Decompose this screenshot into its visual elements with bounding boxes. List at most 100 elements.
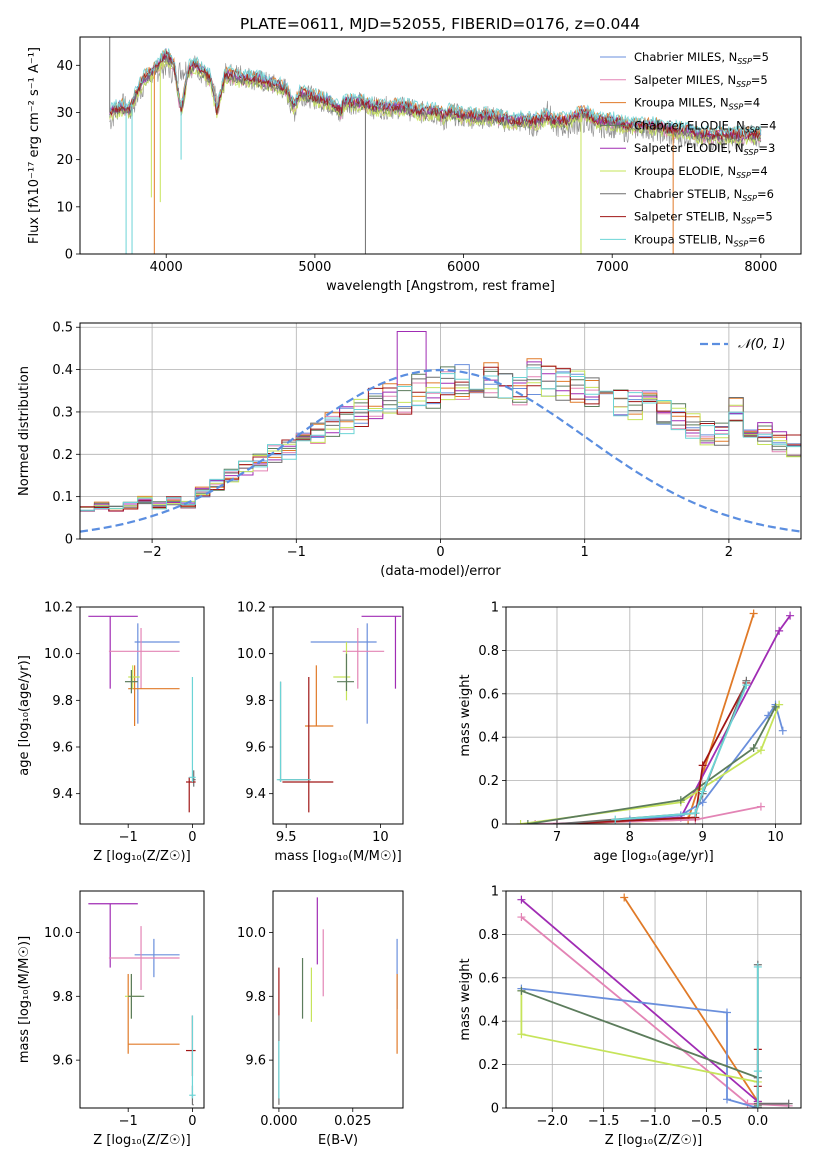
x-tick-label: 8: [626, 830, 634, 845]
mass-weight-marker: [691, 809, 700, 818]
y-tick-label: 10.0: [44, 926, 73, 941]
y-tick-label: 9.4: [52, 787, 73, 802]
mass-weight-marker: [517, 986, 526, 995]
x-tick-label: 7: [553, 830, 561, 845]
x-tick-label: −1: [287, 545, 306, 560]
legend-label: Chabrier STELIB, NSSP=6: [634, 187, 774, 203]
mass-weight-marker: [753, 962, 762, 971]
plot-area: [88, 615, 196, 813]
mass-weight-marker: [698, 761, 707, 770]
x-axis-label: Z [log₁₀(Z/Z☉)]: [93, 1133, 190, 1148]
x-tick-label: 7000: [596, 260, 629, 275]
x-tick-label: 0.025: [334, 1114, 371, 1129]
axes-frame: [79, 322, 802, 540]
legend-label: Chabrier ELODIE, NSSP=4: [634, 118, 776, 134]
x-tick-label: 8000: [744, 260, 777, 275]
residual-histogram-salpeter-stelib: [80, 365, 801, 512]
y-tick-label: 0: [65, 248, 73, 263]
y-tick-label: 20: [56, 153, 73, 168]
legend-label: Kroupa ELODIE, NSSP=4: [634, 164, 768, 180]
y-tick-label: 9.6: [245, 1054, 266, 1069]
mass-vs-z-panel: −1 0 9.6 9.8 10.0 Z [log₁₀(Z/Z☉)] mass [log₁₀(…: [17, 890, 205, 1148]
mass-weight-marker: [786, 611, 795, 620]
x-tick-label: −1: [119, 830, 138, 845]
mass-weight-marker: [753, 1104, 762, 1108]
plot-area: [517, 893, 793, 1108]
mass-weight-line: [535, 805, 762, 824]
mass-weight-marker: [620, 893, 629, 902]
legend-label: Chabrier MILES, NSSP=5: [634, 50, 769, 66]
x-tick-label: −0.5: [691, 1114, 723, 1129]
y-tick-label: 0.4: [52, 363, 73, 378]
mass-weight-marker: [517, 1030, 526, 1039]
legend-label: Salpeter STELIB, NSSP=5: [634, 210, 773, 226]
x-tick-label: 10: [372, 830, 389, 845]
mass-weight-line: [556, 615, 791, 824]
mass-weight-marker: [722, 1095, 731, 1104]
y-tick-label: 9.8: [245, 694, 266, 709]
weight-vs-age-panel: 7 8 9 10 0 0.2 0.4 0.6 0.8 1 age [log₁₀(age/yr)] ma…: [458, 601, 802, 864]
mass-weight-marker: [611, 815, 620, 824]
y-tick-label: 10.0: [237, 647, 266, 662]
x-tick-label: −2.0: [536, 1114, 568, 1129]
residual-histogram-chabrier-miles: [80, 364, 801, 512]
model-spectrum-line: [109, 50, 762, 142]
y-tick-label: 0.3: [52, 405, 73, 420]
x-tick-label: 0.0: [747, 1114, 768, 1129]
figure-title: PLATE=0611, MJD=52055, FIBERID=0176, z=0…: [240, 15, 640, 33]
y-axis-label: Flux [fλ10⁻¹⁷ erg cm⁻² s⁻¹ A⁻¹]: [27, 47, 42, 244]
y-tick-label: 9.8: [52, 990, 73, 1005]
mass-weight-marker: [775, 626, 784, 635]
x-tick-label: 0.000: [260, 1114, 297, 1129]
x-axis-label: wavelength [Angstrom, rest frame]: [326, 279, 555, 294]
x-tick-label: −1.5: [588, 1114, 620, 1129]
y-tick-label: 0.2: [52, 448, 73, 463]
y-tick-label: 0.8: [478, 928, 499, 943]
mass-weight-marker: [742, 681, 751, 690]
y-tick-label: 10.0: [237, 926, 266, 941]
x-tick-label: 5000: [298, 260, 331, 275]
mass-vs-ebv-panel: 0.000 0.025 9.6 9.8 10.0 E(B-V): [237, 890, 404, 1148]
mass-weight-marker: [753, 1067, 762, 1076]
mass-weight-marker: [676, 796, 685, 805]
x-tick-label: −1: [119, 1114, 138, 1129]
axes-frame: [272, 890, 404, 1109]
mass-weight-marker: [771, 702, 780, 711]
plot-area: [516, 609, 795, 824]
x-axis-label: E(B-V): [318, 1133, 358, 1148]
y-tick-label: 0: [491, 818, 499, 833]
mass-weight-line: [520, 704, 780, 824]
y-tick-label: 0.4: [478, 731, 499, 746]
gaussian-legend-label: 𝒩(0, 1): [738, 337, 785, 352]
plot-area: [276, 615, 402, 813]
x-tick-label: 9: [699, 830, 707, 845]
y-axis-label: mass weight: [458, 958, 473, 1040]
mass-weight-line: [556, 702, 784, 824]
y-tick-label: 0.6: [478, 687, 499, 702]
weight-vs-z-panel: −2.0 −1.5 −1.0 −0.5 0.0 0 0.2 0.4 0.6 0.8 1 Z [log₁…: [458, 885, 802, 1148]
y-axis-label: mass [log₁₀(M/M☉)]: [17, 936, 32, 1063]
plot-area: [88, 903, 196, 1106]
mass-weight-marker: [756, 802, 765, 811]
x-tick-label: 9.5: [276, 830, 297, 845]
x-axis-label: Z [log₁₀(Z/Z☉)]: [605, 1133, 702, 1148]
x-tick-label: 2: [725, 545, 733, 560]
x-tick-label: 6000: [447, 260, 480, 275]
mass-weight-line: [527, 706, 777, 824]
mass-weight-marker: [749, 744, 758, 753]
gaussian-curve: [80, 368, 801, 533]
y-axis-label: mass weight: [458, 674, 473, 756]
y-axis-label: Normed distribution: [17, 366, 32, 496]
y-tick-label: 0: [491, 1102, 499, 1117]
model-spectrum-line: [109, 48, 762, 137]
y-tick-label: 0.6: [478, 971, 499, 986]
x-tick-label: −1.0: [639, 1114, 671, 1129]
mass-weight-line: [615, 684, 748, 821]
axes-frame: [505, 606, 802, 825]
grid-lines: [506, 606, 801, 825]
residual-histogram-chabrier-stelib: [80, 364, 801, 511]
age-vs-z-panel: −1 0 9.4 9.6 9.8 10.0 10.2 Z [log₁₀(Z/Z☉)] age […: [17, 601, 205, 864]
x-tick-label: 0: [188, 830, 196, 845]
x-tick-label: 1: [581, 545, 589, 560]
axes-frame: [272, 606, 404, 825]
